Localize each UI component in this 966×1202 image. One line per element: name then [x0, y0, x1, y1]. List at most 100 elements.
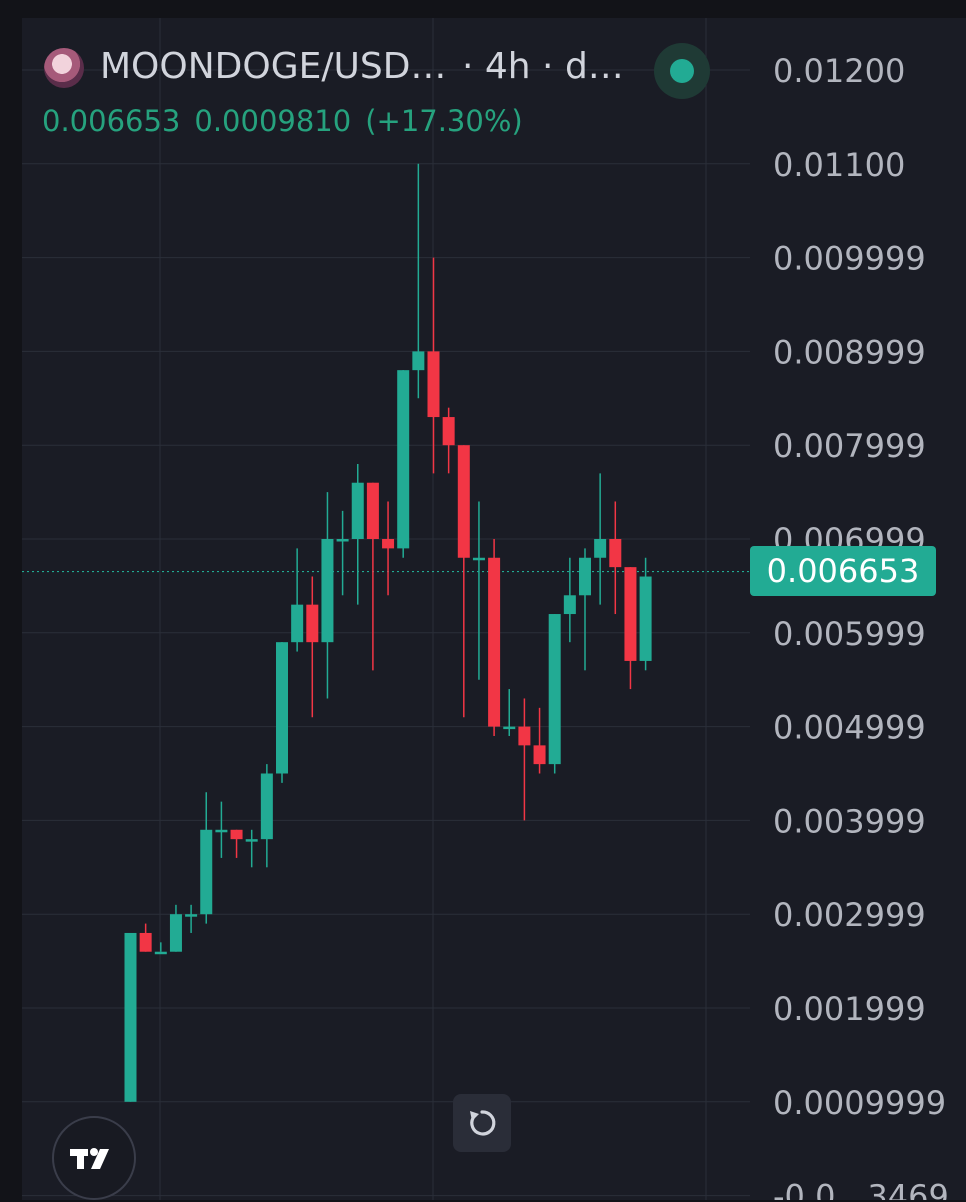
candle-body — [245, 839, 258, 842]
price-axis-label: 0.007999 — [773, 427, 926, 465]
price-axis-label: 0.004999 — [773, 709, 926, 747]
candle[interactable] — [457, 445, 470, 718]
candle-body — [336, 539, 349, 542]
candle-body — [533, 745, 546, 765]
price-axis: 0.01200 0.01100 0.009999 0.008999 0.007999 0.… — [773, 52, 949, 1200]
candle[interactable] — [503, 689, 516, 736]
candle[interactable] — [518, 698, 531, 821]
candle[interactable] — [306, 576, 319, 718]
candle-body — [457, 445, 470, 558]
candle-body — [397, 370, 410, 549]
candle-body — [503, 726, 516, 730]
candle-body — [276, 642, 288, 774]
price-axis-label: 0.01200 — [773, 52, 905, 90]
candle[interactable] — [154, 942, 167, 955]
candle[interactable] — [412, 163, 425, 399]
candle[interactable] — [260, 764, 273, 868]
candle-body — [291, 604, 304, 643]
candle[interactable] — [139, 923, 152, 952]
interval-label[interactable]: · 4h · d… — [462, 46, 624, 87]
candle[interactable] — [321, 492, 334, 699]
candle[interactable] — [472, 501, 485, 680]
candle[interactable] — [442, 407, 455, 474]
candle-body — [351, 482, 364, 539]
last-price: 0.006653 — [42, 104, 181, 138]
candle[interactable] — [397, 370, 410, 558]
candle-body — [518, 726, 531, 746]
coin-logo-icon — [44, 48, 84, 88]
candle[interactable] — [124, 932, 137, 1102]
candle-body — [412, 351, 425, 371]
candle[interactable] — [548, 614, 561, 774]
price-axis-label: 0.01100 — [773, 146, 905, 184]
candle[interactable] — [533, 707, 546, 774]
window-top-edge — [0, 0, 966, 18]
candle-body — [382, 539, 395, 549]
price-axis-label: 0.009999 — [773, 240, 926, 278]
current-price-tag: 0.006653 — [750, 546, 936, 596]
candle-body — [200, 829, 213, 915]
price-axis-label: 0.005999 — [773, 615, 926, 653]
candle[interactable] — [351, 463, 364, 605]
candle-body — [624, 567, 637, 661]
candle[interactable] — [609, 501, 622, 615]
candle-body — [139, 932, 152, 952]
reset-chart-button[interactable] — [453, 1094, 511, 1152]
price-axis-label: 0.0009999 — [773, 1084, 946, 1122]
candle-body — [260, 773, 273, 840]
live-status-button[interactable] — [654, 43, 710, 99]
candle[interactable] — [185, 904, 198, 933]
tradingview-logo-glyph — [70, 1148, 109, 1169]
candle-body — [548, 614, 561, 765]
candle[interactable] — [169, 904, 182, 952]
candle[interactable] — [366, 482, 379, 671]
candles — [124, 163, 652, 1102]
candle-body — [154, 951, 167, 955]
candle-body — [639, 576, 652, 661]
candle[interactable] — [427, 257, 440, 474]
candle-body — [169, 914, 182, 952]
candle-body — [609, 539, 622, 568]
candle[interactable] — [230, 829, 243, 858]
price-change: 0.0009810 — [194, 104, 352, 138]
live-status-dot — [670, 59, 694, 83]
candle-body — [185, 914, 198, 917]
candle-body — [124, 932, 137, 1102]
price-summary: 0.006653 0.0009810 (+17.30%) — [42, 104, 537, 138]
candle-body — [321, 539, 334, 643]
candle[interactable] — [200, 792, 213, 924]
candle[interactable] — [215, 801, 228, 858]
candle[interactable] — [563, 557, 576, 643]
candle[interactable] — [245, 829, 258, 868]
candle-body — [215, 829, 228, 833]
candle[interactable] — [382, 501, 395, 596]
candle-body — [488, 557, 501, 727]
candle[interactable] — [276, 642, 288, 783]
candle-body — [442, 417, 455, 446]
candle-body — [366, 482, 379, 539]
price-axis-label: 0.001999 — [773, 990, 926, 1028]
price-axis-label: 0.003999 — [773, 802, 926, 840]
candle-body — [472, 557, 485, 561]
candle-body — [594, 539, 607, 558]
tradingview-logo-icon[interactable] — [52, 1116, 136, 1200]
candle-body — [579, 557, 591, 596]
price-axis-label: 0.002999 — [773, 896, 926, 934]
price-change-percent: (+17.30%) — [365, 104, 523, 138]
price-axis-label: 0.008999 — [773, 333, 926, 371]
reset-chart-icon — [470, 1110, 496, 1136]
candle-body — [230, 829, 243, 840]
candle-body — [427, 351, 440, 418]
candle[interactable] — [579, 548, 591, 671]
candle[interactable] — [624, 567, 637, 690]
candle[interactable] — [336, 510, 349, 596]
candle[interactable] — [594, 473, 607, 605]
candle[interactable] — [291, 548, 304, 652]
candle-body — [306, 604, 319, 643]
candle[interactable] — [488, 539, 501, 736]
price-axis-label: -0.0…3469 — [773, 1178, 949, 1200]
symbol-name[interactable]: MOONDOGE/USD… — [100, 46, 447, 87]
candle[interactable] — [639, 557, 652, 671]
candle-body — [563, 595, 576, 615]
